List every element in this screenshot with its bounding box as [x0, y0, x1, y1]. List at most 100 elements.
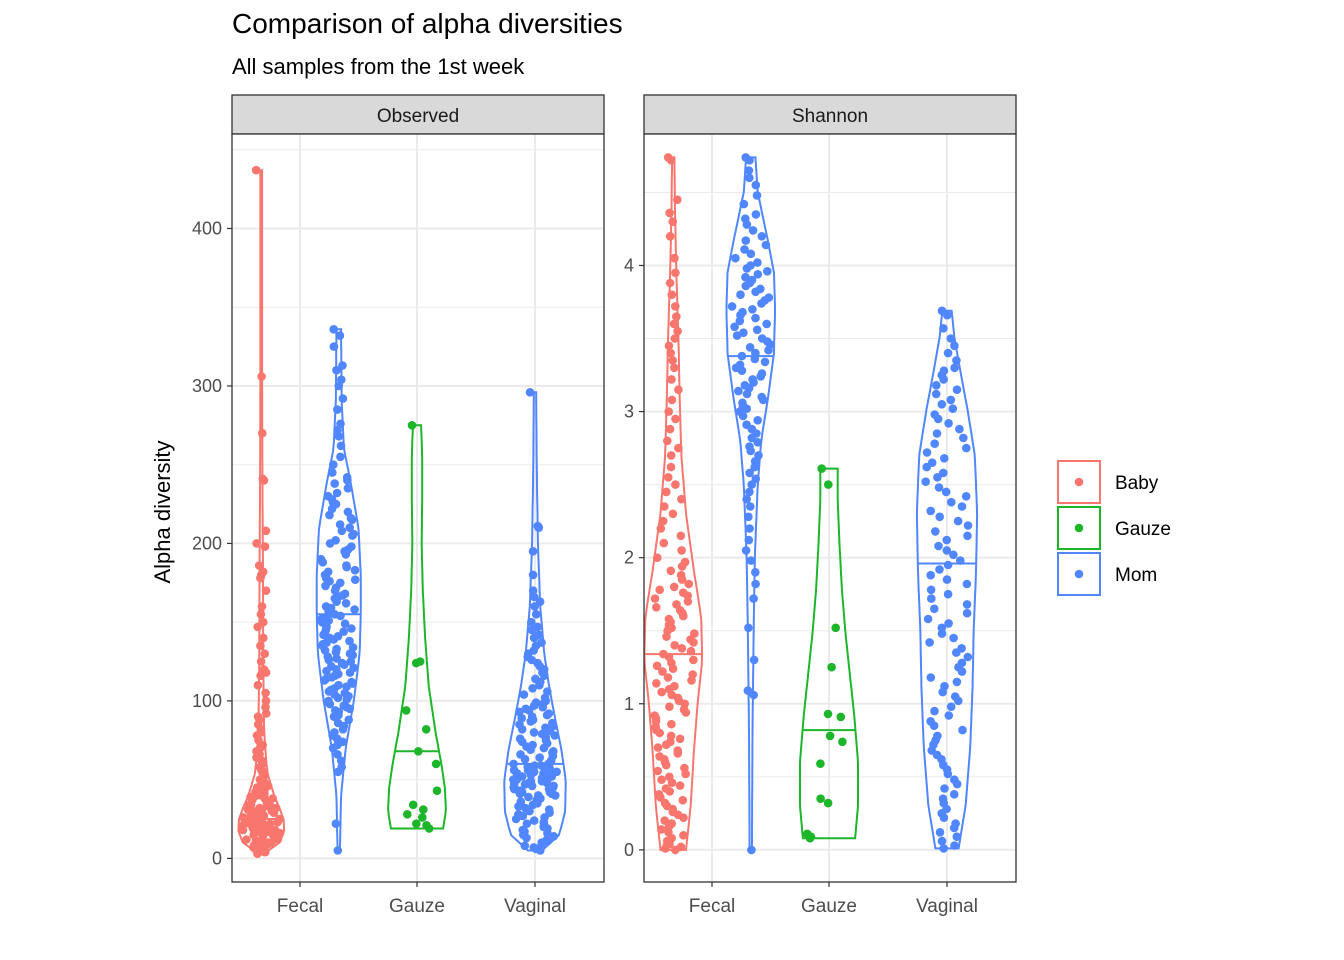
data-point — [261, 688, 270, 698]
data-point — [930, 604, 939, 614]
data-point — [343, 476, 352, 485]
data-point — [824, 480, 833, 489]
data-point — [652, 661, 662, 671]
data-point — [943, 310, 952, 320]
data-point — [262, 709, 271, 718]
data-point — [686, 646, 696, 656]
data-point — [940, 784, 949, 793]
data-point — [671, 845, 680, 855]
data-point — [672, 312, 681, 321]
data-point — [335, 331, 345, 340]
violin-mom-fecal — [315, 325, 362, 855]
data-point — [816, 759, 825, 768]
data-point — [687, 676, 696, 685]
data-point — [424, 824, 434, 833]
data-point — [952, 779, 962, 789]
data-point — [676, 531, 686, 541]
data-point — [345, 668, 355, 677]
panel-observed: Observed 0 100 200 300 400 Fecal Gauze Vaginal — [192, 94, 605, 917]
data-point — [273, 835, 283, 844]
data-point — [666, 451, 676, 460]
data-point — [253, 680, 263, 690]
data-point — [338, 725, 348, 734]
data-point — [668, 356, 677, 365]
data-point — [664, 407, 673, 416]
data-point — [747, 480, 756, 489]
data-point — [347, 515, 357, 525]
data-point — [328, 468, 337, 477]
data-point — [332, 365, 341, 375]
data-point — [764, 345, 773, 355]
data-point — [763, 267, 772, 276]
data-point — [524, 792, 533, 802]
data-point — [921, 477, 930, 487]
data-point — [679, 813, 688, 822]
data-point — [530, 602, 539, 611]
data-point — [751, 210, 761, 219]
data-point — [650, 594, 660, 603]
data-point — [238, 825, 248, 835]
data-point — [751, 579, 760, 589]
data-point — [260, 649, 270, 658]
data-point — [671, 480, 680, 489]
data-point — [259, 633, 268, 643]
data-point — [332, 597, 341, 606]
data-point — [678, 795, 688, 805]
data-point — [520, 754, 530, 764]
data-point — [668, 217, 677, 226]
data-point — [730, 322, 739, 332]
data-point — [737, 351, 747, 361]
data-point — [937, 836, 947, 846]
data-point — [748, 305, 757, 314]
data-point — [684, 579, 694, 589]
data-point — [538, 702, 548, 712]
data-point — [949, 550, 958, 560]
data-point — [753, 258, 762, 267]
data-point — [744, 512, 753, 522]
data-point — [758, 395, 768, 405]
data-point — [522, 833, 531, 843]
data-point — [757, 299, 766, 308]
y-axis-label: Alpha diversity — [150, 440, 175, 583]
data-point — [935, 565, 944, 574]
data-point — [944, 619, 953, 628]
data-point — [737, 366, 747, 376]
data-point — [341, 550, 351, 559]
data-point — [657, 687, 666, 697]
data-point — [677, 494, 686, 504]
data-point — [345, 636, 354, 646]
data-point — [653, 743, 663, 752]
data-point — [337, 526, 347, 536]
data-point — [677, 575, 687, 584]
data-point — [331, 819, 341, 828]
data-point — [677, 546, 686, 555]
data-point — [662, 487, 671, 497]
data-point — [950, 341, 959, 351]
data-point — [549, 832, 559, 841]
data-point — [949, 633, 958, 643]
data-point — [952, 356, 961, 365]
data-point — [322, 666, 331, 676]
data-point — [340, 660, 349, 669]
data-point — [742, 264, 752, 273]
data-point — [926, 673, 936, 682]
data-point — [670, 253, 679, 263]
data-point — [742, 389, 752, 399]
data-point — [661, 760, 671, 770]
legend-point — [1074, 477, 1084, 487]
data-point — [526, 770, 536, 780]
data-point — [340, 619, 350, 628]
data-point — [934, 541, 943, 551]
data-point — [519, 690, 529, 699]
data-point — [658, 667, 667, 676]
data-point — [656, 793, 665, 802]
data-point — [670, 641, 679, 650]
data-point — [751, 568, 760, 577]
data-point — [652, 603, 661, 612]
data-point — [958, 725, 967, 735]
data-point — [261, 526, 271, 536]
data-point — [948, 404, 958, 414]
data-point — [431, 759, 441, 769]
data-point — [321, 581, 330, 591]
data-point — [667, 395, 677, 405]
